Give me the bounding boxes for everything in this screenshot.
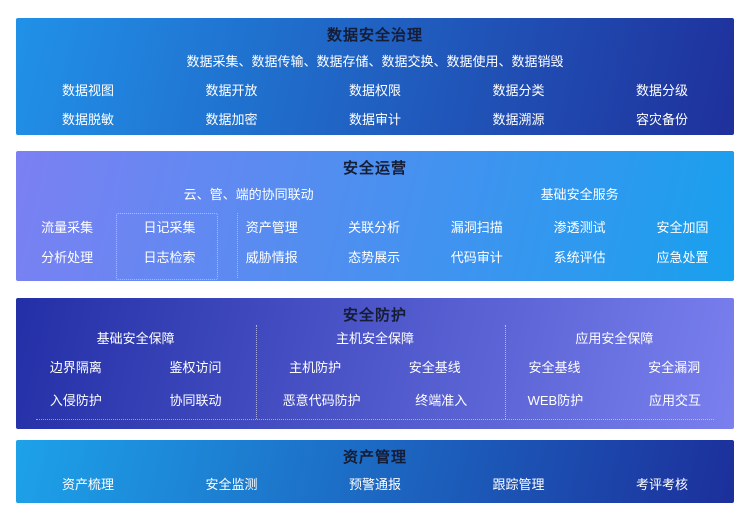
feature-label: 终端准入 — [415, 393, 468, 408]
group-container: 基础安全保障 边界隔离 鉴权访问 入侵防护 协同联动 主机安全保障 主机防护 安… — [16, 325, 734, 409]
dotted-divider — [256, 325, 257, 419]
feature-label: 容灾备份 — [635, 112, 688, 127]
feature-label: 应急处置 — [656, 250, 709, 265]
group-header: 基础安全服务 — [540, 187, 619, 202]
feature-label: 威胁情报 — [245, 250, 298, 265]
feature-row: 数据脱敏 数据加密 数据审计 数据溯源 容灾备份 — [16, 112, 734, 128]
feature-label: 跟踪管理 — [492, 477, 545, 492]
feature-label: 入侵防护 — [49, 393, 102, 408]
feature-label: 分析处理 — [41, 250, 94, 265]
panel-security-operations: 安全运营 云、管、端的协同联动 流量采集 日记采集 资产管理 关联分析 分析处理… — [16, 151, 734, 281]
panel-title: 安全防护 — [342, 307, 407, 324]
feature-label: 代码审计 — [450, 250, 503, 265]
feature-label: 数据视图 — [62, 83, 115, 98]
feature-row: 资产梳理 安全监测 预警通报 跟踪管理 考评考核 — [16, 477, 734, 493]
feature-row: 代码审计 系统评估 应急处置 — [425, 250, 734, 266]
feature-label: 数据加密 — [205, 112, 258, 127]
feature-label: 资产管理 — [245, 220, 298, 235]
feature-label: 安全监测 — [205, 477, 258, 492]
feature-row: 主机防护 安全基线 — [255, 360, 494, 376]
panel-title: 安全运营 — [342, 160, 407, 177]
feature-row: 安全基线 安全漏洞 — [495, 360, 734, 376]
feature-label: 数据分级 — [635, 83, 688, 98]
group-header: 主机安全保障 — [335, 331, 414, 346]
panel-data-security-governance: 数据安全治理 数据采集、数据传输、数据存储、数据交换、数据使用、数据销毁 数据视… — [16, 18, 734, 135]
group-container: 云、管、端的协同联动 流量采集 日记采集 资产管理 关联分析 分析处理 日志检索… — [16, 178, 734, 266]
feature-label: 漏洞扫描 — [450, 220, 503, 235]
feature-label: 安全加固 — [656, 220, 709, 235]
group-header: 应用安全保障 — [575, 331, 654, 346]
feature-label: 鉴权访问 — [169, 360, 222, 375]
feature-label: 数据分类 — [492, 83, 545, 98]
feature-row: 数据视图 数据开放 数据权限 数据分类 数据分级 — [16, 83, 734, 99]
feature-label: 数据溯源 — [492, 112, 545, 127]
dotted-highlight-box — [116, 213, 218, 280]
feature-row: 流量采集 日记采集 资产管理 关联分析 — [16, 220, 425, 236]
dotted-divider — [237, 213, 238, 278]
feature-label: 应用交互 — [649, 393, 702, 408]
feature-row: 漏洞扫描 渗透测试 安全加固 — [425, 220, 734, 236]
feature-label: WEB防护 — [527, 393, 584, 408]
feature-label: 资产梳理 — [62, 477, 115, 492]
feature-label: 考评考核 — [635, 477, 688, 492]
feature-label: 流量采集 — [41, 220, 94, 235]
dotted-divider — [505, 325, 506, 419]
feature-label: 安全漏洞 — [648, 360, 701, 375]
feature-label: 态势展示 — [348, 250, 401, 265]
feature-label: 协同联动 — [169, 393, 222, 408]
feature-label: 安全基线 — [408, 360, 461, 375]
feature-label: 渗透测试 — [553, 220, 606, 235]
feature-label: 日记采集 — [143, 220, 196, 235]
panel-title: 资产管理 — [342, 449, 407, 466]
group-header: 云、管、端的协同联动 — [183, 187, 314, 202]
feature-label: 主机防护 — [289, 360, 342, 375]
feature-row: 入侵防护 协同联动 — [16, 393, 255, 409]
feature-label: 数据审计 — [348, 112, 401, 127]
feature-row: WEB防护 应用交互 — [495, 393, 734, 409]
group-application-security: 应用安全保障 安全基线 安全漏洞 WEB防护 应用交互 — [495, 325, 734, 409]
feature-label: 预警通报 — [348, 477, 401, 492]
group-basic-security: 基础安全保障 边界隔离 鉴权访问 入侵防护 协同联动 — [16, 325, 255, 409]
feature-label: 数据开放 — [205, 83, 258, 98]
feature-label: 数据权限 — [348, 83, 401, 98]
panel-security-protection: 安全防护 基础安全保障 边界隔离 鉴权访问 入侵防护 协同联动 主机安全保障 主… — [16, 298, 734, 429]
feature-label: 恶意代码防护 — [282, 393, 361, 408]
panel-title: 数据安全治理 — [326, 27, 423, 44]
feature-label: 边界隔离 — [49, 360, 102, 375]
panel-subtitle: 数据采集、数据传输、数据存储、数据交换、数据使用、数据销毁 — [186, 54, 564, 69]
feature-row: 分析处理 日志检索 威胁情报 态势展示 — [16, 250, 425, 266]
group-header: 基础安全保障 — [96, 331, 175, 346]
feature-label: 日志检索 — [143, 250, 196, 265]
panel-asset-management: 资产管理 资产梳理 安全监测 预警通报 跟踪管理 考评考核 — [16, 440, 734, 503]
group-basic-security-services: 基础安全服务 漏洞扫描 渗透测试 安全加固 代码审计 系统评估 应急处置 — [425, 178, 734, 266]
feature-row: 恶意代码防护 终端准入 — [255, 393, 494, 409]
feature-label: 关联分析 — [348, 220, 401, 235]
feature-label: 数据脱敏 — [62, 112, 115, 127]
feature-label: 安全基线 — [528, 360, 581, 375]
dotted-divider — [36, 419, 714, 420]
feature-label: 系统评估 — [553, 250, 606, 265]
group-host-security: 主机安全保障 主机防护 安全基线 恶意代码防护 终端准入 — [255, 325, 494, 409]
group-cloud-pipe-endpoint: 云、管、端的协同联动 流量采集 日记采集 资产管理 关联分析 分析处理 日志检索… — [16, 178, 425, 266]
feature-row: 边界隔离 鉴权访问 — [16, 360, 255, 376]
